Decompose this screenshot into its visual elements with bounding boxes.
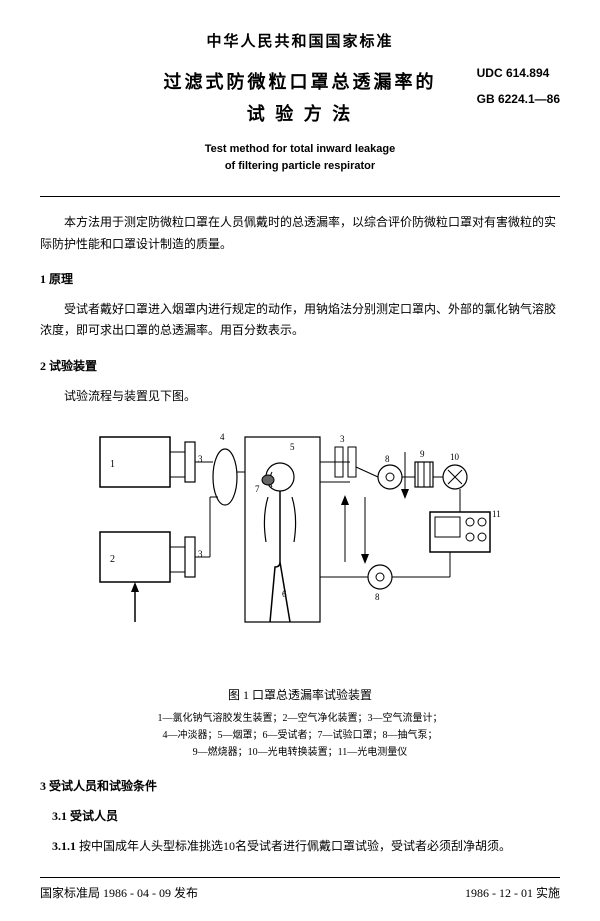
english-title: Test method for total inward leakage of … bbox=[40, 141, 560, 176]
clause-number: 3.1.1 bbox=[52, 839, 76, 853]
en-title-line1: Test method for total inward leakage bbox=[40, 141, 560, 159]
header-block: 中华人民共和国国家标准 UDC 614.894 GB 6224.1—86 过滤式… bbox=[40, 30, 560, 176]
diagram-label-10: 10 bbox=[450, 452, 460, 462]
diagram-label-9: 9 bbox=[420, 449, 425, 459]
legend-line-1: 1—氯化钠气溶胶发生装置；2—空气净化装置；3—空气流量计； bbox=[40, 710, 560, 727]
section-1-paragraph: 受试者戴好口罩进入烟罩内进行规定的动作，用钠焰法分别测定口罩内、外部的氯化钠气溶… bbox=[40, 299, 560, 342]
document-page: 中华人民共和国国家标准 UDC 614.894 GB 6224.1—86 过滤式… bbox=[0, 0, 600, 921]
figure-caption: 图 1 口罩总透漏率试验装置 bbox=[40, 685, 560, 707]
figure-block: 1 2 3 3 4 bbox=[40, 422, 560, 761]
section-3-1-heading: 3.1 受试人员 bbox=[40, 806, 560, 828]
main-title: 过滤式防微粒口罩总透漏率的 试 验 方 法 bbox=[100, 66, 500, 131]
diagram-label-6: 6 bbox=[282, 589, 287, 599]
diagram-label-1: 1 bbox=[110, 459, 115, 470]
content-body: 本方法用于测定防微粒口罩在人员佩戴时的总透漏率，以综合评价防微粒口罩对有害微粒的… bbox=[40, 212, 560, 857]
section-3-heading: 3 受试人员和试验条件 bbox=[40, 776, 560, 798]
apparatus-diagram: 1 2 3 3 4 bbox=[90, 422, 510, 672]
nation-title: 中华人民共和国国家标准 bbox=[40, 30, 560, 51]
gb-code: GB 6224.1—86 bbox=[477, 86, 560, 112]
udc-code: UDC 614.894 bbox=[477, 60, 560, 86]
clause-3-1-1-text: 按中国成年人头型标准挑选10名受试者进行佩戴口罩试验，受试者必须刮净胡须。 bbox=[79, 839, 511, 853]
diagram-label-11: 11 bbox=[492, 509, 501, 519]
diagram-label-2: 2 bbox=[110, 554, 115, 565]
main-title-line1: 过滤式防微粒口罩总透漏率的 bbox=[100, 66, 500, 98]
footer: 国家标准局 1986 - 04 - 09 发布 1986 - 12 - 01 实… bbox=[40, 877, 560, 901]
legend-line-2: 4—冲淡器；5—烟罩；6—受试者；7—试验口罩；8—抽气泵； bbox=[40, 727, 560, 744]
figure-legend: 1—氯化钠气溶胶发生装置；2—空气净化装置；3—空气流量计； 4—冲淡器；5—烟… bbox=[40, 710, 560, 761]
section-2-paragraph: 试验流程与装置见下图。 bbox=[40, 386, 560, 408]
divider-line bbox=[40, 196, 560, 197]
legend-line-3: 9—燃烧器；10—光电转换装置；11—光电测量仪 bbox=[40, 744, 560, 761]
diagram-label-4: 4 bbox=[220, 432, 225, 442]
section-1-heading: 1 原理 bbox=[40, 269, 560, 291]
diagram-label-8b: 8 bbox=[375, 592, 380, 602]
footer-right: 1986 - 12 - 01 实施 bbox=[465, 884, 560, 901]
section-2-heading: 2 试验装置 bbox=[40, 356, 560, 378]
diagram-label-8a: 8 bbox=[385, 454, 390, 464]
classification-codes: UDC 614.894 GB 6224.1—86 bbox=[477, 60, 560, 113]
diagram-label-3c: 3 bbox=[340, 434, 345, 444]
main-title-line2: 试 验 方 法 bbox=[100, 98, 500, 130]
en-title-line2: of filtering particle respirator bbox=[40, 158, 560, 176]
clause-3-1-1: 3.1.1 按中国成年人头型标准挑选10名受试者进行佩戴口罩试验，受试者必须刮净… bbox=[40, 836, 560, 858]
intro-paragraph: 本方法用于测定防微粒口罩在人员佩戴时的总透漏率，以综合评价防微粒口罩对有害微粒的… bbox=[40, 212, 560, 255]
diagram-label-7: 7 bbox=[255, 484, 260, 494]
diagram-label-5: 5 bbox=[290, 442, 295, 452]
footer-left: 国家标准局 1986 - 04 - 09 发布 bbox=[40, 884, 198, 901]
